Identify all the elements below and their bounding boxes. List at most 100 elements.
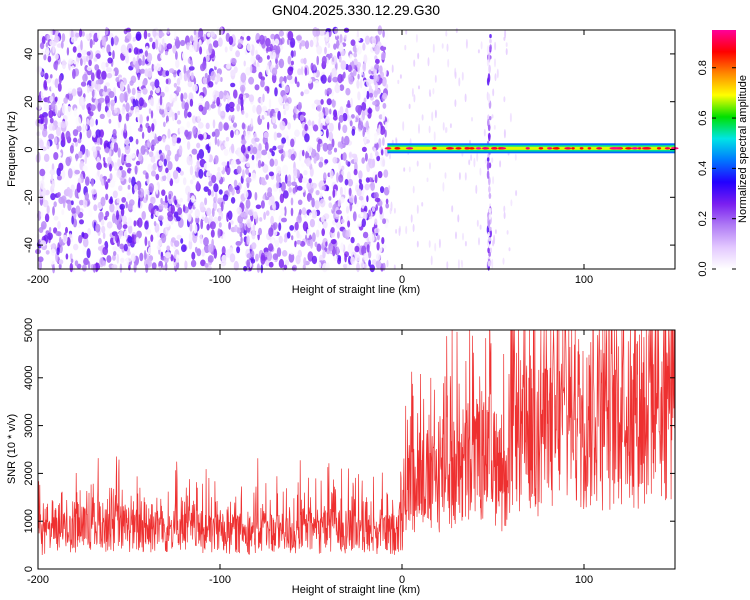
spectrogram-cell — [224, 140, 229, 148]
spectrogram-cell — [118, 113, 122, 123]
spectrogram-cell — [477, 49, 480, 54]
spectrogram-cell — [360, 68, 364, 76]
spectrogram-cell — [121, 262, 127, 270]
spectrogram-cell — [339, 42, 343, 52]
spectrogram-cell — [94, 64, 100, 71]
spectrogram-cell — [277, 145, 284, 150]
spectrogram-cell — [268, 200, 272, 206]
spectrogram-cell — [372, 226, 375, 233]
spectrogram-cell — [124, 38, 130, 43]
spectrogram-cell — [40, 71, 44, 76]
spectrogram-cell — [147, 240, 151, 247]
spectrogram-cell — [432, 43, 435, 53]
spectrogram-cell — [254, 191, 258, 201]
spectrogram-cell — [132, 57, 136, 65]
snr-xlabel: Height of straight line (km) — [292, 584, 420, 596]
spectrogram-cell — [61, 59, 67, 70]
spectrogram-cell — [327, 150, 332, 155]
spectrogram-cell — [229, 106, 235, 113]
spectrogram-cell — [296, 240, 302, 245]
spectrogram-cell — [166, 43, 173, 50]
spectrogram-cell — [502, 257, 505, 265]
spectrogram-cell — [337, 199, 342, 207]
spectrogram-cell — [268, 261, 274, 268]
spectrogram-cell — [57, 83, 62, 92]
spectrogram-cell — [458, 172, 461, 181]
spectrogram-cell — [276, 172, 281, 183]
spectrogram-cell — [318, 30, 325, 36]
spectrogram-cell — [198, 27, 204, 39]
spectrogram-cell — [162, 135, 166, 143]
spectrogram-cell — [339, 186, 343, 196]
spectrogram-cell — [197, 115, 201, 124]
spectrogram-cell — [62, 136, 66, 146]
spectrogram-cell — [161, 189, 166, 196]
spectrogram-cell — [248, 208, 254, 217]
spectrogram-cell — [269, 158, 275, 167]
spectrogram-cell — [315, 190, 320, 196]
spectrogram-cell — [146, 52, 153, 63]
spectrogram-cell — [38, 260, 43, 271]
spectrogram-cell — [251, 172, 257, 181]
spectrogram-cell — [103, 85, 108, 93]
spectrogram-cell — [290, 153, 296, 161]
spectrogram-cell — [225, 103, 230, 113]
spectrogram-cell — [326, 185, 330, 192]
spectrogram-cell — [207, 189, 212, 196]
spectrogram-cell — [279, 193, 285, 204]
spectrogram-cell — [278, 30, 284, 37]
spectrogram-cell — [417, 52, 420, 60]
spectrogram-cell — [129, 199, 135, 207]
spectrogram-cell — [333, 109, 338, 117]
spectrogram-cell — [72, 218, 78, 228]
spectrogram-cell — [357, 73, 360, 80]
spectrogram-cell — [446, 261, 449, 269]
spectrogram-cell — [369, 85, 372, 93]
spectrogram-cell — [192, 125, 197, 135]
spectrogram-cell — [202, 46, 206, 52]
spectrogram-cell — [441, 43, 444, 49]
spectrogram-cell — [345, 206, 350, 214]
spectrogram-cell — [95, 119, 98, 126]
spectrogram-cell — [123, 91, 128, 102]
spectrogram-cell — [217, 167, 221, 172]
spectrogram-cell — [131, 140, 135, 149]
spectrogram-cell — [345, 159, 348, 166]
spectrogram-cell — [127, 217, 132, 227]
y-tick-label: 3000 — [23, 413, 35, 437]
spectrogram-cell — [347, 178, 354, 187]
spectrogram-cell — [105, 147, 110, 154]
spectrogram-cell — [385, 198, 389, 205]
spectrogram-cell — [320, 215, 325, 223]
spectrogram-cell — [350, 236, 355, 244]
spectrogram-cell — [361, 101, 367, 111]
spectrogram-cell — [323, 213, 330, 220]
spectrogram-cell — [269, 43, 274, 52]
spectrogram-cell — [128, 48, 132, 53]
spectrogram-cell — [308, 195, 313, 201]
spectrogram-cell — [339, 106, 344, 116]
spectrogram-cell — [259, 34, 265, 45]
spectrogram-cell — [268, 98, 272, 109]
spectrogram-cell — [365, 120, 369, 131]
carrier-peak — [469, 147, 475, 150]
spectrogram-cell — [54, 104, 58, 115]
spectrogram-cell — [489, 34, 492, 39]
carrier-peak — [656, 147, 662, 150]
spectrogram-cell — [153, 220, 157, 227]
spectrogram-cell — [296, 35, 302, 41]
spectrogram-cell — [434, 74, 437, 83]
spectrogram-cell — [316, 142, 321, 153]
spectrogram-cell — [358, 195, 364, 201]
spectrogram-cell — [167, 149, 172, 157]
spectrogram-cell — [198, 168, 204, 179]
spectrogram-cell — [113, 35, 119, 46]
spectrogram-cell — [152, 28, 157, 38]
spectrogram-cell — [116, 197, 120, 204]
spectrogram-cell — [364, 152, 368, 162]
spectrogram-cell — [494, 229, 497, 235]
spectrogram-cell — [426, 177, 429, 183]
spectrogram-cell — [290, 197, 294, 206]
spectrogram-cell — [61, 103, 66, 114]
